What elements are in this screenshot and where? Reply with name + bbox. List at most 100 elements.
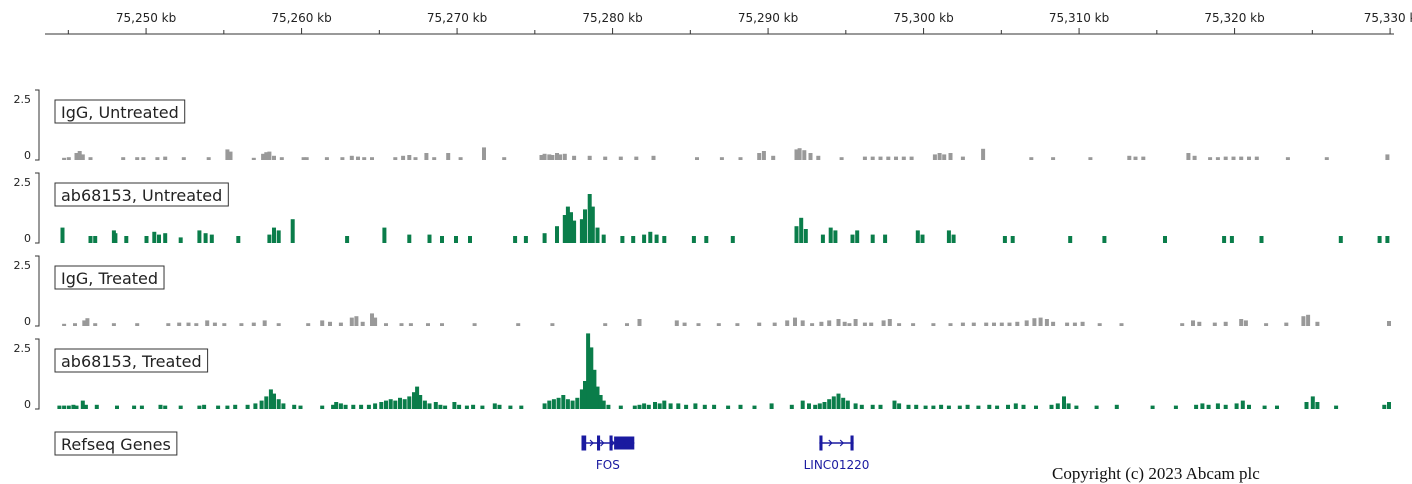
signal-bin	[83, 404, 88, 409]
genes-track-label: Refseq Genes	[61, 435, 171, 454]
gene-fos[interactable]: FOS	[581, 435, 635, 473]
signal-bin	[1234, 403, 1239, 409]
signal-bin	[878, 156, 883, 160]
signal-bin	[398, 397, 402, 409]
track-scale-min: 0	[24, 398, 31, 411]
signal-bin	[458, 157, 463, 160]
signal-bin	[799, 217, 804, 243]
signal-bin	[730, 236, 735, 243]
signal-bin	[328, 321, 332, 326]
signal-bin	[393, 400, 398, 409]
signal-bin	[1223, 321, 1228, 326]
signal-bin	[292, 404, 297, 409]
signal-bin	[883, 234, 888, 243]
signal-bin	[981, 148, 986, 160]
signal-bin	[412, 392, 416, 409]
ruler-tick-label: 75,280 kb	[582, 11, 642, 25]
signal-bin	[1006, 404, 1010, 409]
signal-bin	[1240, 400, 1245, 409]
signal-bin	[716, 323, 721, 326]
signal-bin	[946, 230, 951, 243]
signal-bin	[306, 323, 311, 326]
signal-bin	[833, 230, 838, 243]
signal-bin	[1080, 321, 1085, 326]
signal-bin	[276, 399, 281, 409]
signal-bin	[264, 396, 269, 409]
signal-bin	[407, 155, 412, 160]
signal-bin	[547, 154, 552, 160]
signal-bin	[1102, 236, 1107, 243]
signal-bin	[111, 323, 116, 326]
gene-name-label[interactable]: LINC01220	[804, 458, 870, 472]
signal-bin	[197, 405, 202, 409]
signal-bin	[674, 320, 679, 326]
signal-bin	[957, 405, 962, 409]
signal-bin	[590, 206, 595, 243]
signal-bin	[761, 151, 766, 160]
signal-bin	[881, 320, 886, 326]
signal-bin	[1072, 322, 1077, 326]
signal-bin	[579, 389, 584, 409]
signal-tracks: 2.5 0 IgG, Untreated 2.5 0 ab68153, Untreated…	[14, 89, 1391, 411]
signal-bin	[1010, 236, 1015, 243]
signal-bin	[1088, 157, 1093, 160]
gene-name-label[interactable]: FOS	[596, 458, 620, 472]
signal-bin	[239, 323, 244, 326]
signal-bin	[124, 236, 129, 243]
genes-track-label-box	[54, 431, 178, 456]
gene-linc01220[interactable]: LINC01220	[804, 435, 870, 473]
signal-bin	[618, 405, 623, 409]
signal-bin	[1021, 404, 1026, 409]
track-scale-max: 2.5	[14, 342, 32, 355]
signal-bin	[1223, 404, 1228, 409]
track-4: 2.5 0 ab68153, Treated	[14, 333, 1391, 411]
signal-bin	[1387, 321, 1391, 326]
signal-bin	[911, 323, 916, 326]
signal-bin	[946, 405, 951, 409]
signal-bin	[276, 323, 281, 326]
signal-bin	[74, 153, 79, 160]
signal-bin	[424, 153, 429, 160]
signal-bin	[71, 404, 76, 409]
signal-bin	[892, 400, 897, 409]
signal-bin	[261, 153, 266, 160]
signal-bin	[1387, 402, 1391, 409]
signal-bin	[253, 403, 258, 409]
signal-bin	[370, 157, 374, 160]
signal-bin	[539, 155, 544, 160]
signal-bin	[1334, 405, 1339, 409]
signal-bin	[828, 227, 833, 243]
signal-bin	[695, 157, 699, 160]
signal-bin	[415, 386, 420, 409]
strand-arrow	[828, 439, 833, 447]
signal-bin	[272, 227, 276, 243]
signal-bin	[320, 405, 325, 409]
signal-bin	[794, 226, 799, 243]
signal-bin	[984, 322, 989, 326]
signal-bin	[789, 404, 794, 409]
signal-bin	[1180, 323, 1185, 326]
signal-bin	[471, 404, 476, 409]
signal-bin	[878, 404, 883, 409]
signal-bin	[472, 323, 477, 326]
copyright-notice: Copyright (c) 2023 Abcam plc	[1052, 464, 1260, 483]
signal-bin	[88, 236, 93, 243]
signal-bin	[80, 154, 85, 160]
signal-bin	[971, 322, 976, 326]
signal-bin	[932, 154, 937, 160]
signal-bin	[301, 157, 306, 160]
signal-bin	[492, 403, 497, 409]
signal-bin	[197, 230, 202, 243]
track-name-box	[54, 99, 186, 124]
signal-bin	[1114, 404, 1119, 409]
signal-bin	[800, 320, 805, 326]
signal-bin	[1173, 405, 1178, 409]
signal-bin	[1049, 404, 1054, 409]
signal-bin	[144, 236, 149, 243]
signal-bin	[808, 153, 813, 160]
signal-bin	[516, 323, 521, 326]
track-name-box	[54, 265, 165, 290]
signal-bin	[349, 317, 354, 326]
signal-bin	[870, 234, 875, 243]
signal-bin	[351, 404, 356, 409]
